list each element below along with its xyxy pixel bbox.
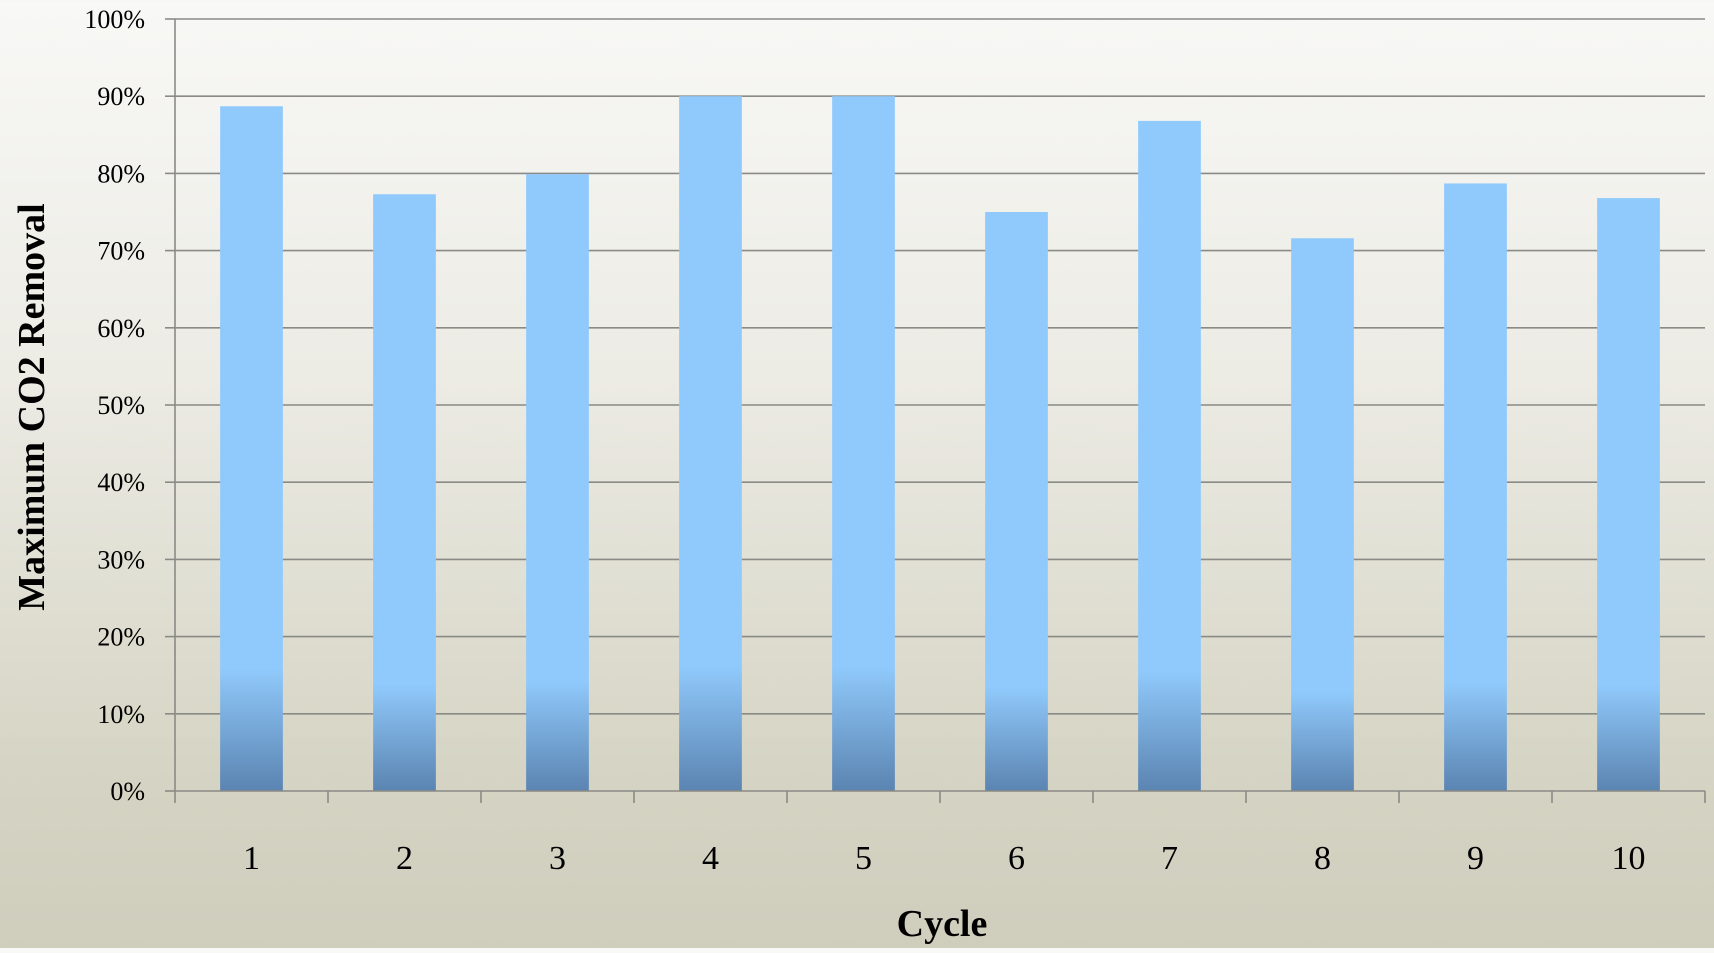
y-tick-label: 0% xyxy=(110,777,145,806)
x-tick-label: 3 xyxy=(549,840,566,877)
y-tick-label: 40% xyxy=(97,468,145,497)
y-tick-label: 20% xyxy=(97,623,145,652)
x-axis-title: Cycle xyxy=(897,903,988,945)
y-axis-title: Maximum CO2 Removal xyxy=(11,203,53,610)
x-tick-label: 2 xyxy=(396,840,413,877)
axes xyxy=(165,18,1706,803)
y-tick-label: 50% xyxy=(97,391,145,420)
bars xyxy=(220,96,1660,792)
y-tick-label: 60% xyxy=(97,314,145,343)
y-tick-label: 90% xyxy=(97,82,145,111)
x-tick-label: 9 xyxy=(1467,840,1484,877)
bar xyxy=(526,174,589,791)
bar xyxy=(1138,120,1201,792)
bar xyxy=(1597,198,1660,791)
bar xyxy=(373,194,436,791)
x-tick-label: 6 xyxy=(1008,840,1025,877)
bar xyxy=(1444,183,1507,791)
x-tick-label: 8 xyxy=(1314,840,1331,877)
bar xyxy=(985,212,1048,791)
bar xyxy=(832,96,895,791)
x-tick-label: 7 xyxy=(1161,840,1178,877)
x-tick-label: 4 xyxy=(702,840,719,877)
y-tick-label: 100% xyxy=(84,5,145,34)
y-tick-label: 30% xyxy=(97,545,145,574)
x-tick-label: 1 xyxy=(243,840,260,877)
bar xyxy=(679,96,742,791)
y-tick-label: 70% xyxy=(97,237,145,266)
bar xyxy=(220,106,283,791)
x-tick-label: 5 xyxy=(855,840,872,877)
y-tick-label: 80% xyxy=(97,159,145,188)
x-tick-label: 10 xyxy=(1612,840,1646,877)
tick-labels: 0% 10% 20% 30% 40% 50% 60% 70% 80% 90% 100% 1 2 3 4 5 6 7… xyxy=(84,5,1645,877)
bar xyxy=(1291,238,1354,792)
y-tick-label: 10% xyxy=(97,700,145,729)
